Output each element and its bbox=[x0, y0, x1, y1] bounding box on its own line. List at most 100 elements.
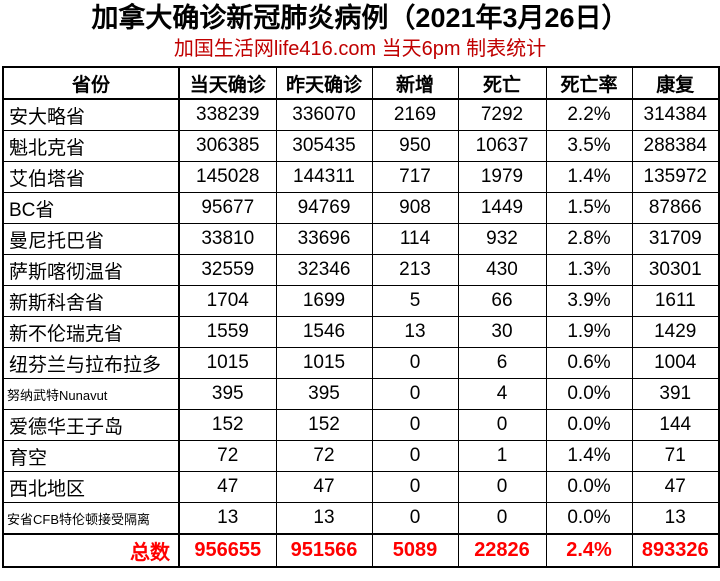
header-recovered: 康复 bbox=[631, 66, 720, 100]
table-row: BC省 95677 94769 908 1449 1.5% 87866 bbox=[2, 192, 720, 224]
cell-yesterday-confirmed: 144311 bbox=[275, 161, 373, 193]
table-row: 新不伦瑞克省 1559 1546 13 30 1.9% 1429 bbox=[2, 316, 720, 348]
cell-deaths: 30 bbox=[457, 316, 547, 348]
cell-new-cases: 717 bbox=[371, 161, 459, 193]
cell-deaths: 66 bbox=[457, 285, 547, 317]
cell-province: 曼尼托巴省 bbox=[2, 223, 180, 255]
cell-death-rate: 0.6% bbox=[545, 347, 633, 379]
cell-yesterday-confirmed: 33696 bbox=[275, 223, 373, 255]
cell-yesterday-confirmed: 1546 bbox=[275, 316, 373, 348]
table-row: 曼尼托巴省 33810 33696 114 932 2.8% 31709 bbox=[2, 223, 720, 255]
table-row: 萨斯喀彻温省 32559 32346 213 430 1.3% 30301 bbox=[2, 254, 720, 286]
cell-today-confirmed: 1015 bbox=[178, 347, 277, 379]
cell-today-confirmed: 47 bbox=[178, 471, 277, 503]
cell-recovered: 71 bbox=[631, 440, 720, 472]
table-row: 爱德华王子岛 152 152 0 0 0.0% 144 bbox=[2, 409, 720, 441]
header-row: 省份 当天确诊 昨天确诊 新增 死亡 死亡率 康复 bbox=[2, 66, 720, 100]
cell-today-confirmed: 13 bbox=[178, 502, 277, 535]
cell-death-rate: 1.5% bbox=[545, 192, 633, 224]
cell-recovered: 288384 bbox=[631, 130, 720, 162]
cell-new-cases: 2169 bbox=[371, 98, 459, 131]
cell-yesterday-confirmed: 1015 bbox=[275, 347, 373, 379]
cell-province: 魁北克省 bbox=[2, 130, 180, 162]
cell-yesterday-confirmed: 152 bbox=[275, 409, 373, 441]
cell-today-confirmed: 306385 bbox=[178, 130, 277, 162]
cell-yesterday-confirmed: 305435 bbox=[275, 130, 373, 162]
cell-deaths: 932 bbox=[457, 223, 547, 255]
header-province: 省份 bbox=[2, 66, 180, 100]
cell-yesterday-confirmed: 336070 bbox=[275, 98, 373, 131]
cell-deaths: 22826 bbox=[457, 533, 547, 568]
cell-province: 新不伦瑞克省 bbox=[2, 316, 180, 348]
cell-recovered: 87866 bbox=[631, 192, 720, 224]
cell-death-rate: 2.8% bbox=[545, 223, 633, 255]
cell-death-rate: 0.0% bbox=[545, 378, 633, 410]
cell-death-rate: 1.9% bbox=[545, 316, 633, 348]
cell-new-cases: 908 bbox=[371, 192, 459, 224]
cell-province: 萨斯喀彻温省 bbox=[2, 254, 180, 286]
cell-recovered: 144 bbox=[631, 409, 720, 441]
cell-new-cases: 0 bbox=[371, 378, 459, 410]
cell-province: 纽芬兰与拉布拉多 bbox=[2, 347, 180, 379]
table-header: 省份 当天确诊 昨天确诊 新增 死亡 死亡率 康复 bbox=[2, 66, 720, 100]
cell-today-confirmed: 1559 bbox=[178, 316, 277, 348]
cell-deaths: 0 bbox=[457, 502, 547, 535]
cell-new-cases: 0 bbox=[371, 440, 459, 472]
cell-new-cases: 5089 bbox=[371, 533, 459, 568]
cell-death-rate: 2.2% bbox=[545, 98, 633, 131]
cell-new-cases: 950 bbox=[371, 130, 459, 162]
cell-deaths: 1449 bbox=[457, 192, 547, 224]
cell-province: 艾伯塔省 bbox=[2, 161, 180, 193]
table-row: 新斯科舍省 1704 1699 5 66 3.9% 1611 bbox=[2, 285, 720, 317]
cell-today-confirmed: 145028 bbox=[178, 161, 277, 193]
cell-recovered: 1004 bbox=[631, 347, 720, 379]
header-new-cases: 新增 bbox=[371, 66, 459, 100]
cell-yesterday-confirmed: 47 bbox=[275, 471, 373, 503]
cell-death-rate: 0.0% bbox=[545, 409, 633, 441]
page-title: 加拿大确诊新冠肺炎病例（2021年3月26日） bbox=[91, 3, 629, 33]
cell-today-confirmed: 95677 bbox=[178, 192, 277, 224]
cell-new-cases: 213 bbox=[371, 254, 459, 286]
cell-today-confirmed: 72 bbox=[178, 440, 277, 472]
cell-yesterday-confirmed: 13 bbox=[275, 502, 373, 535]
cell-today-confirmed: 338239 bbox=[178, 98, 277, 131]
cell-recovered: 1429 bbox=[631, 316, 720, 348]
cell-deaths: 7292 bbox=[457, 98, 547, 131]
cell-province: 西北地区 bbox=[2, 471, 180, 503]
cell-province: 安省CFB特伦顿接受隔离 bbox=[2, 502, 180, 535]
cell-province: 安大略省 bbox=[2, 98, 180, 131]
table-row: 安省CFB特伦顿接受隔离 13 13 0 0 0.0% 13 bbox=[2, 502, 720, 535]
table-row: 艾伯塔省 145028 144311 717 1979 1.4% 135972 bbox=[2, 161, 720, 193]
cell-death-rate: 1.3% bbox=[545, 254, 633, 286]
cell-new-cases: 114 bbox=[371, 223, 459, 255]
table-row: 育空 72 72 0 1 1.4% 71 bbox=[2, 440, 720, 472]
total-row: 总数 956655 951566 5089 22826 2.4% 893326 bbox=[2, 533, 720, 568]
page-subtitle: 加国生活网life416.com 当天6pm 制表统计 bbox=[173, 38, 547, 60]
cell-yesterday-confirmed: 951566 bbox=[275, 533, 373, 568]
cell-death-rate: 0.0% bbox=[545, 471, 633, 503]
cell-province: 新斯科舍省 bbox=[2, 285, 180, 317]
cell-new-cases: 0 bbox=[371, 347, 459, 379]
table-row: 纽芬兰与拉布拉多 1015 1015 0 6 0.6% 1004 bbox=[2, 347, 720, 379]
cell-yesterday-confirmed: 94769 bbox=[275, 192, 373, 224]
cell-death-rate: 1.4% bbox=[545, 440, 633, 472]
cell-deaths: 10637 bbox=[457, 130, 547, 162]
covid-case-table: 省份 当天确诊 昨天确诊 新增 死亡 死亡率 康复 安大略省 338239 336070 2169… bbox=[2, 66, 720, 568]
cell-deaths: 4 bbox=[457, 378, 547, 410]
cell-province: BC省 bbox=[2, 192, 180, 224]
cell-death-rate: 3.9% bbox=[545, 285, 633, 317]
table-body: 安大略省 338239 336070 2169 7292 2.2% 314384 魁北克省 30… bbox=[2, 98, 720, 568]
header-deaths: 死亡 bbox=[457, 66, 547, 100]
cell-today-confirmed: 395 bbox=[178, 378, 277, 410]
cell-deaths: 430 bbox=[457, 254, 547, 286]
cell-death-rate: 1.4% bbox=[545, 161, 633, 193]
cell-province: 育空 bbox=[2, 440, 180, 472]
cell-recovered: 1611 bbox=[631, 285, 720, 317]
cell-province: 总数 bbox=[2, 533, 180, 568]
cell-new-cases: 0 bbox=[371, 409, 459, 441]
cell-new-cases: 0 bbox=[371, 502, 459, 535]
cell-recovered: 47 bbox=[631, 471, 720, 503]
cell-deaths: 0 bbox=[457, 471, 547, 503]
table-row: 魁北克省 306385 305435 950 10637 3.5% 288384 bbox=[2, 130, 720, 162]
